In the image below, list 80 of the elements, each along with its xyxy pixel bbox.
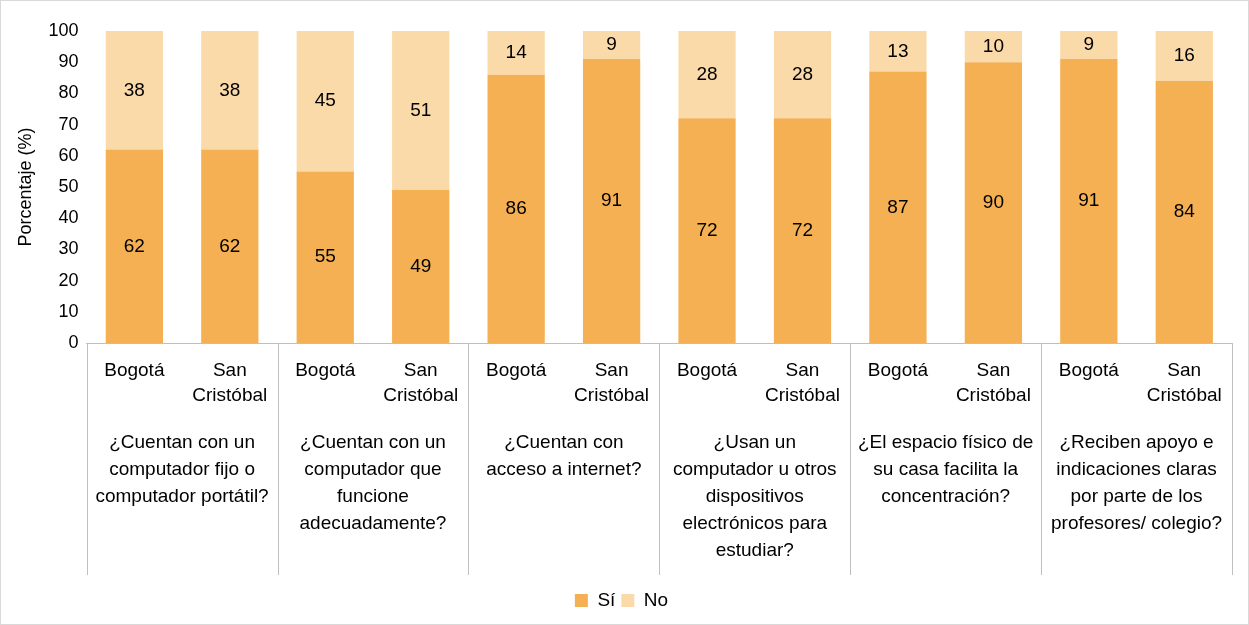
y-tick-label: 40 — [58, 207, 79, 228]
bar — [487, 74, 545, 343]
x-tick-label: San Cristóbal — [764, 358, 840, 405]
bar — [296, 171, 354, 343]
text: ¿Reciben apoyo e indicaciones claras por parte de los profesores/ colegio? — [1051, 430, 1223, 533]
bar — [105, 31, 163, 150]
data-label: 72 — [791, 218, 814, 240]
bar — [105, 149, 163, 343]
text: ¿Cuentan con un computador que funcione adecuadamente? — [299, 430, 447, 533]
text: ¿Usan un computador u otros dispositivos electrónicos para estudiar? — [672, 430, 837, 560]
bar — [392, 31, 450, 191]
y-tick-label: 50 — [58, 175, 79, 196]
y-axis-title: Porcentaje (%) — [14, 127, 35, 247]
bar — [678, 31, 736, 119]
bar — [392, 190, 450, 343]
bar — [582, 31, 641, 60]
data-label: 9 — [1083, 33, 1095, 55]
y-tick-label: 90 — [58, 51, 79, 72]
data-label: 38 — [219, 78, 241, 100]
data-label: 87 — [887, 195, 909, 217]
x-tick-label: San Cristóbal — [383, 358, 459, 405]
data-label: 62 — [123, 234, 145, 256]
y-tick-label: 80 — [58, 82, 79, 103]
bar — [201, 31, 259, 150]
x-tick-label: Bogotá — [104, 358, 165, 380]
y-tick-label: 70 — [58, 113, 79, 134]
bar — [1155, 80, 1213, 343]
text: ¿Cuentan con acceso a internet? — [486, 430, 642, 479]
data-label: 28 — [791, 62, 814, 84]
data-label: 90 — [982, 190, 1004, 212]
data-label: 84 — [1173, 200, 1196, 222]
bar — [678, 118, 736, 343]
text: ¿El espacio físico de su casa facilita la concentración? — [858, 430, 1034, 506]
bar — [296, 31, 354, 172]
text: ¿Cuentan con un computador fijo o computador portátil? — [95, 430, 269, 506]
y-tick-label: 20 — [58, 269, 79, 290]
y-tick-label: 30 — [58, 238, 79, 259]
data-label: 91 — [601, 189, 623, 211]
x-tick-label: San Cristóbal — [1146, 358, 1222, 405]
data-label: 9 — [606, 33, 617, 55]
x-tick-label: Bogotá — [676, 358, 738, 380]
data-label: 10 — [982, 34, 1004, 56]
x-tick-label: San Cristóbal — [955, 358, 1031, 405]
bar — [964, 62, 1023, 343]
x-tick-label: Bogotá — [295, 358, 356, 380]
bar — [487, 31, 545, 75]
bar — [582, 59, 641, 343]
bar — [773, 118, 832, 343]
data-label: 91 — [1078, 189, 1100, 211]
data-label: 55 — [314, 245, 336, 267]
bar — [869, 31, 927, 72]
data-label: 49 — [410, 254, 432, 276]
bar — [1060, 59, 1118, 343]
data-label: 28 — [696, 62, 718, 84]
data-label: 51 — [410, 98, 432, 120]
data-label: 62 — [219, 234, 241, 256]
data-label: 14 — [505, 41, 528, 63]
bar — [869, 71, 927, 343]
y-tick-label: 0 — [68, 331, 79, 352]
data-label: 16 — [1173, 44, 1195, 66]
x-tick-label: San Cristóbal — [192, 358, 268, 405]
data-label: 86 — [505, 197, 527, 219]
data-label: 13 — [887, 39, 909, 61]
y-tick-label: 100 — [48, 19, 79, 40]
bar — [964, 31, 1023, 63]
bar — [201, 149, 259, 343]
y-tick-label: 10 — [58, 300, 79, 321]
x-tick-label: San Cristóbal — [574, 358, 650, 405]
data-label: 45 — [314, 89, 336, 111]
x-tick-label: Bogotá — [1058, 358, 1120, 380]
legend-label: Sí — [597, 588, 617, 610]
x-tick-label: Bogotá — [486, 358, 547, 380]
legend-label: No — [643, 588, 669, 610]
bar — [1060, 31, 1118, 60]
y-tick-label: 60 — [58, 144, 79, 165]
data-label: 38 — [123, 78, 145, 100]
bar — [1155, 31, 1213, 81]
x-tick-label: Bogotá — [867, 358, 929, 380]
data-label: 72 — [696, 218, 718, 240]
bar — [773, 31, 832, 119]
